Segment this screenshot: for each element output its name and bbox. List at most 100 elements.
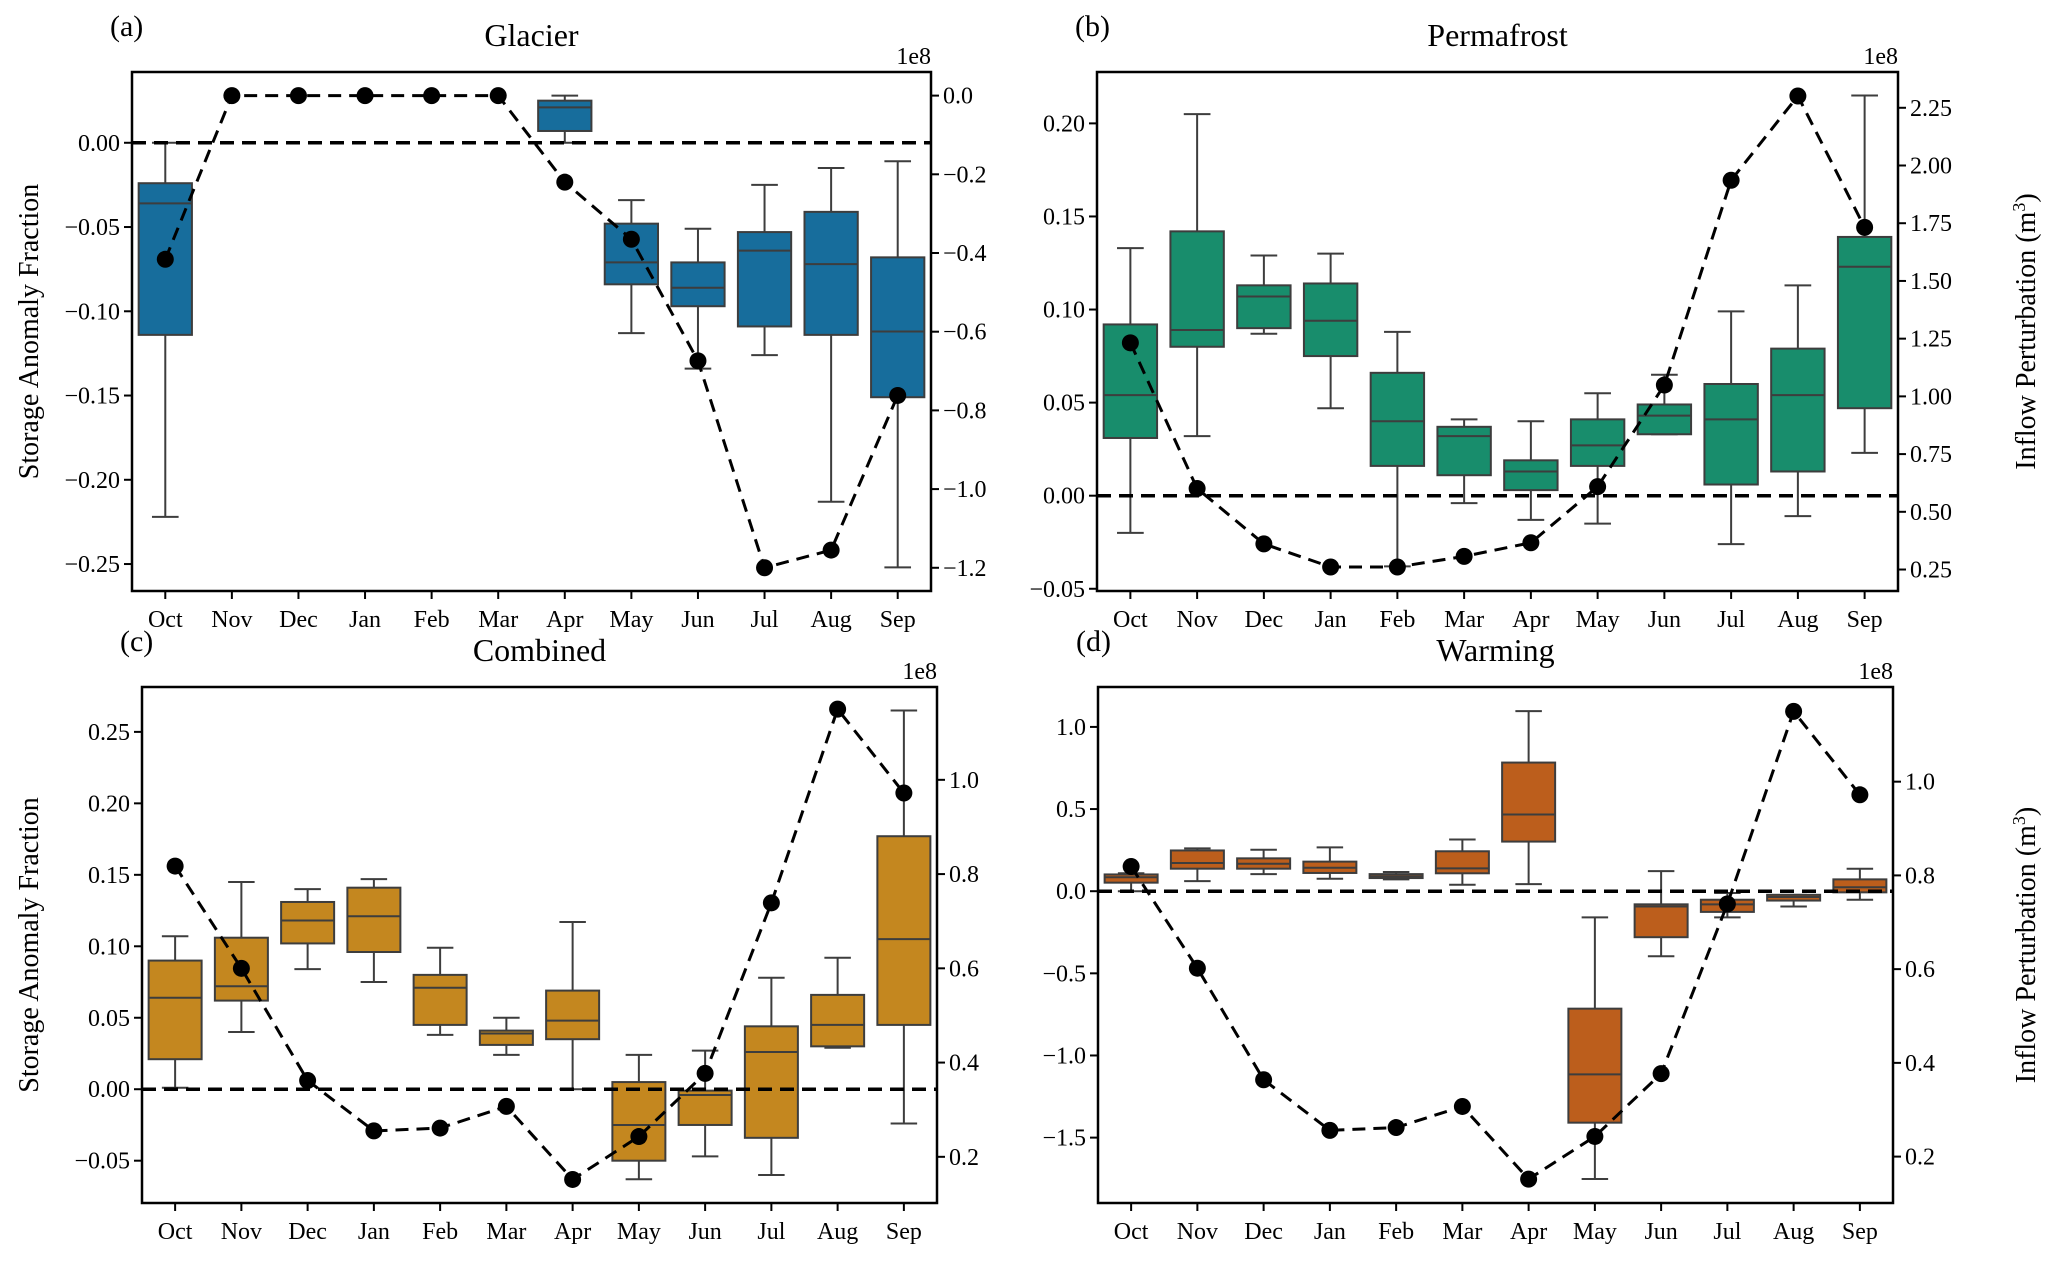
inflow-point xyxy=(1722,171,1740,189)
left-y-tick-label: −0.05 xyxy=(64,215,120,241)
box-oct xyxy=(147,935,203,1089)
right-y-tick-label: 1.00 xyxy=(1910,384,1952,410)
box-iqr xyxy=(611,1081,667,1162)
inflow-line xyxy=(1129,708,1862,1182)
box-feb xyxy=(1369,330,1426,568)
x-tick-label: May xyxy=(1576,607,1620,633)
box-iqr xyxy=(1636,403,1693,436)
panel-title: Permafrost xyxy=(1427,17,1568,53)
panel-b: (b) Permafrost 1e8 Oct Nov Dec Jan Feb Mar Apr… xyxy=(1029,10,2042,633)
inflow-point xyxy=(762,894,780,912)
inflow-point xyxy=(1255,535,1273,553)
right-y-tick-label: 0.8 xyxy=(949,862,979,888)
right-y-tick-label: 1.75 xyxy=(1910,211,1952,237)
right-axis-offset: 1e8 xyxy=(1863,44,1898,70)
box-iqr xyxy=(1169,849,1225,870)
left-y-tick-label: 1.0 xyxy=(1056,715,1086,741)
inflow-point xyxy=(1655,376,1673,394)
inflow-point xyxy=(689,352,707,370)
box-apr xyxy=(537,94,593,144)
left-y-tick-label: 0.25 xyxy=(88,720,130,746)
left-y-tick-label: 0.0 xyxy=(1056,879,1086,905)
panel-c: (c) Combined 1e8 Oct Nov Dec Jan Feb Mar Apr Ma… xyxy=(14,625,979,1245)
right-y-tick-label: −0.2 xyxy=(943,162,987,188)
inflow-line xyxy=(1129,93,1866,569)
inflow-point xyxy=(1520,1170,1538,1188)
x-tick-label: Feb xyxy=(1378,1219,1414,1245)
right-y-tick-label: −1.0 xyxy=(943,477,987,503)
right-y-tick-label: 1.50 xyxy=(1910,269,1952,295)
inflow-point xyxy=(822,541,840,559)
x-tick-label: Nov xyxy=(1177,1219,1218,1245)
inflow-point xyxy=(1388,558,1406,576)
x-tick-label: Jan xyxy=(1314,1219,1346,1245)
box-may xyxy=(603,199,660,335)
inflow-line xyxy=(163,94,900,570)
x-tick-label: Nov xyxy=(211,607,252,633)
inflow-point xyxy=(299,1071,317,1089)
box-iqr xyxy=(1770,347,1826,473)
left-y-tick-label: −0.15 xyxy=(64,384,120,410)
panel-title: Glacier xyxy=(484,17,579,53)
inflow-point xyxy=(1321,1121,1339,1139)
right-y-tick-label: 0.0 xyxy=(943,84,973,110)
x-tick-label: Jun xyxy=(688,1219,721,1245)
inflow-point xyxy=(1188,479,1206,497)
box-mar xyxy=(1436,418,1492,505)
x-tick-label: Dec xyxy=(279,607,318,633)
box-aug xyxy=(1766,893,1822,908)
x-tick-label: Mar xyxy=(486,1219,526,1245)
left-y-tick-label: 0.10 xyxy=(88,934,130,960)
right-y-tick-label: 0.4 xyxy=(1905,1051,1935,1077)
x-tick-label: Sep xyxy=(880,607,916,633)
left-y-tick-label: 0.15 xyxy=(1043,204,1085,230)
inflow-point xyxy=(489,87,507,105)
right-y-tick-label: 1.25 xyxy=(1910,327,1952,353)
right-y-tick-label: −0.8 xyxy=(943,398,987,424)
inflow-point xyxy=(431,1119,449,1137)
right-axis-offset: 1e8 xyxy=(896,44,931,70)
axes-frame xyxy=(140,685,939,1205)
x-tick-label: Feb xyxy=(414,607,450,633)
inflow-point xyxy=(1322,558,1340,576)
left-y-tick-label: 0.05 xyxy=(1043,391,1085,417)
box-apr xyxy=(545,920,601,1091)
plot-area xyxy=(1098,702,1893,1188)
box-nov xyxy=(213,880,269,1034)
left-y-tick-label: 0.05 xyxy=(88,1006,130,1032)
x-tick-label: Feb xyxy=(422,1219,458,1245)
inflow-point xyxy=(1789,87,1807,105)
box-dec xyxy=(280,888,336,971)
axes-frame xyxy=(1095,70,1900,593)
box-may xyxy=(1567,916,1623,1181)
right-axis-label-superscript: 3 xyxy=(2009,203,2029,212)
left-y-tick-label: −0.05 xyxy=(74,1149,130,1175)
left-y-tick-label: 0.20 xyxy=(88,791,130,817)
box-iqr xyxy=(870,256,926,399)
right-y-tick-label: 0.2 xyxy=(1905,1145,1935,1171)
axes-frame xyxy=(1096,685,1895,1205)
right-y-tick-label: 0.4 xyxy=(949,1051,979,1077)
box-iqr xyxy=(876,835,932,1026)
x-tick-label: Dec xyxy=(288,1219,327,1245)
box-iqr xyxy=(1501,761,1557,843)
panel-title: Warming xyxy=(1436,632,1554,668)
right-axis-label-text: Inflow Perturbation (m xyxy=(2011,211,2042,469)
panel-tag: (c) xyxy=(120,625,153,658)
right-y-tick-label: 1.0 xyxy=(949,768,979,794)
inflow-point xyxy=(1652,1065,1670,1083)
inflow-point xyxy=(1255,1071,1273,1089)
x-tick-label: Oct xyxy=(1113,607,1148,633)
inflow-point xyxy=(1785,702,1803,720)
box-jun xyxy=(1633,870,1689,958)
box-apr xyxy=(1501,710,1557,886)
x-tick-label: Dec xyxy=(1245,607,1284,633)
box-feb xyxy=(1368,870,1424,881)
panel-d: (d) Warming 1e8 Oct Nov Dec Jan Feb Mar Apr May… xyxy=(1042,625,2042,1245)
box-nov xyxy=(1169,113,1225,438)
inflow-point xyxy=(156,250,174,268)
inflow-point xyxy=(1718,895,1736,913)
right-axis-label-close: ) xyxy=(2011,193,2042,202)
box-iqr xyxy=(1169,230,1225,348)
box-jul xyxy=(736,183,793,357)
